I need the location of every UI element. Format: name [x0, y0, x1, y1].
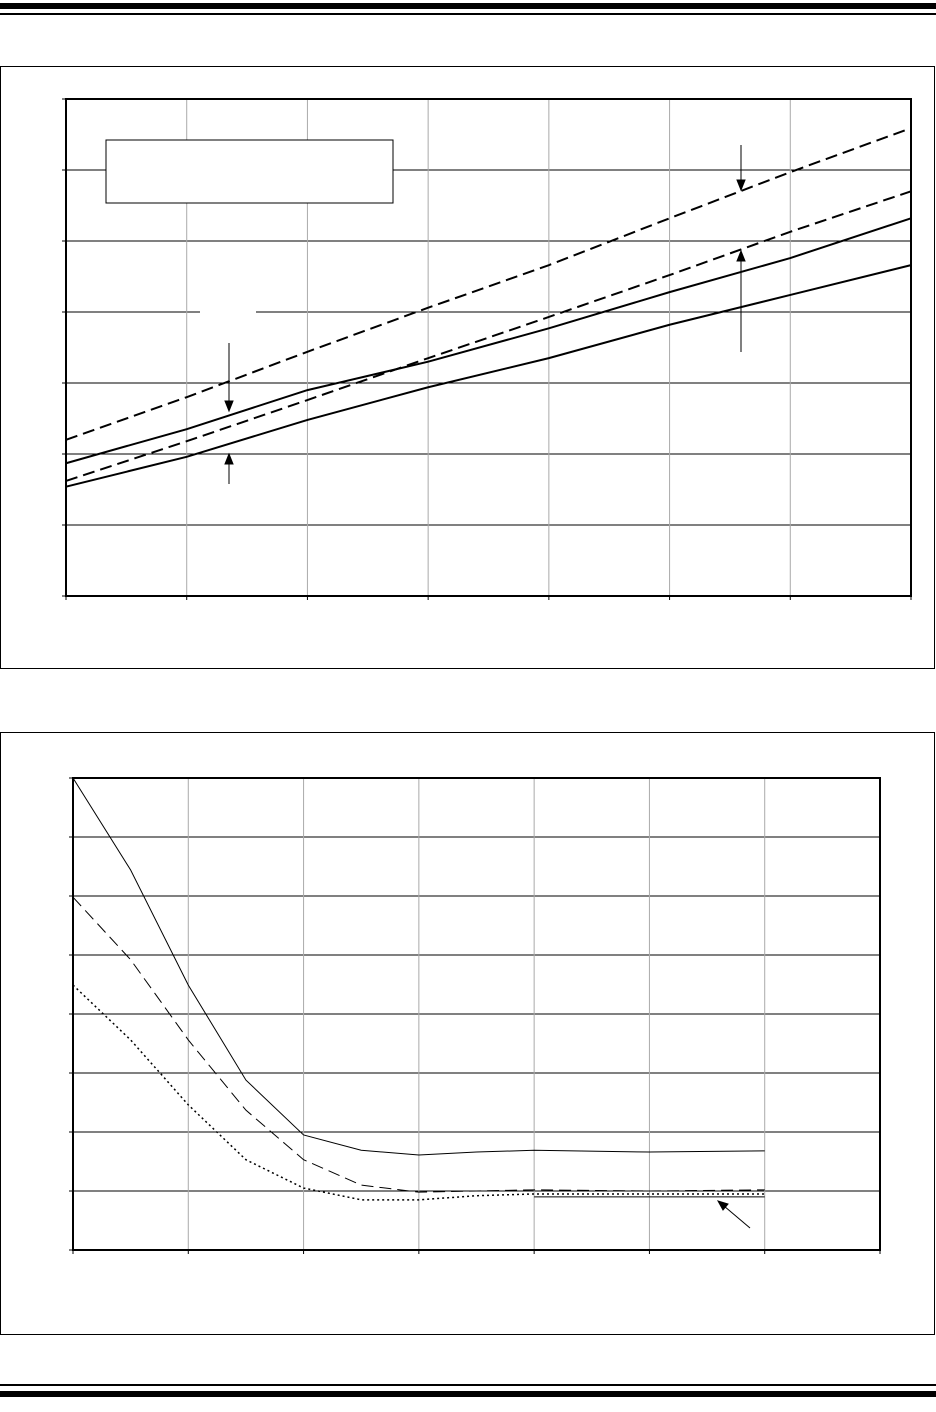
chart-frame: [0, 66, 935, 669]
plot-frame: [72, 777, 881, 1251]
series-line: [65, 217, 912, 465]
chart-frame: [0, 732, 935, 1335]
label-gap: [200, 308, 256, 316]
chart: [69, 777, 881, 1254]
footer-rule: [0, 1384, 936, 1397]
series-line: [72, 984, 765, 1201]
series-line: [72, 896, 765, 1193]
series-line: [72, 777, 765, 1156]
plot-frame: [65, 98, 912, 597]
legend-box: [105, 139, 394, 204]
annotations: [105, 139, 751, 1229]
series-line: [65, 264, 912, 488]
arrows: [224, 145, 751, 1229]
series-line: [65, 190, 912, 482]
header-rule: [0, 3, 936, 15]
series-line: [65, 127, 912, 441]
